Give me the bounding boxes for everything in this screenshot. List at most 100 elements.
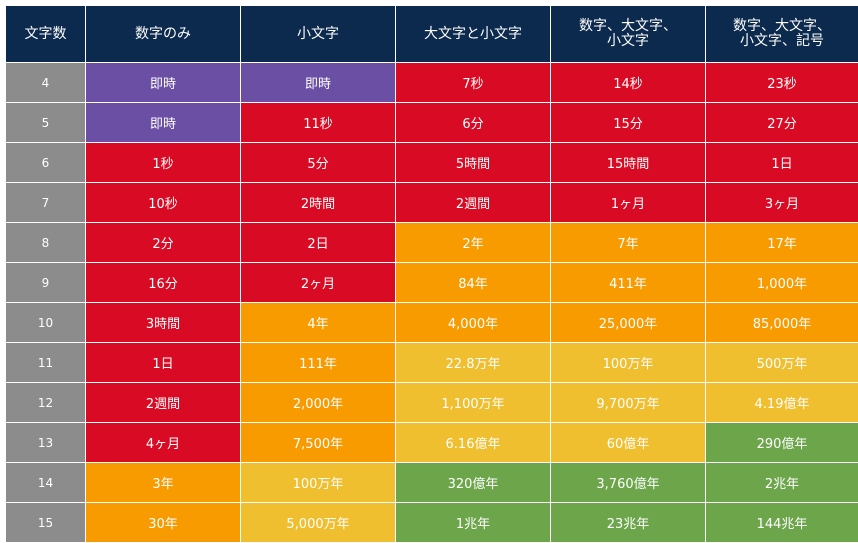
crack-time-cell: 411年 bbox=[550, 262, 706, 303]
crack-time-cell: 1,000年 bbox=[705, 262, 858, 303]
table-body: 4 即時 即時 7秒 14秒 23秒 5 即時 11秒 6分 15分 27分 6 1秒 5分 5時間 15時間 1… bbox=[5, 62, 858, 543]
crack-time-cell: 3,760億年 bbox=[550, 462, 706, 503]
column-header-charset-2: 小文字 bbox=[240, 5, 396, 63]
crack-time-cell: 即時 bbox=[85, 102, 241, 143]
crack-time-cell: 23兆年 bbox=[550, 502, 706, 543]
crack-time-cell: 16分 bbox=[85, 262, 241, 303]
crack-time-cell: 30年 bbox=[85, 502, 241, 543]
crack-time-cell: 6分 bbox=[395, 102, 551, 143]
table-row: 15 30年 5,000万年 1兆年 23兆年 144兆年 bbox=[5, 502, 858, 543]
crack-time-cell: 1日 bbox=[705, 142, 858, 183]
crack-time-cell: 4年 bbox=[240, 302, 396, 343]
character-count-cell: 13 bbox=[5, 422, 86, 463]
crack-time-cell: 100万年 bbox=[550, 342, 706, 383]
column-header-line: 小文字 bbox=[607, 33, 649, 49]
column-header-charset-1: 数字のみ bbox=[85, 5, 241, 63]
crack-time-cell: 即時 bbox=[240, 62, 396, 103]
crack-time-cell: 320億年 bbox=[395, 462, 551, 503]
crack-time-cell: 2年 bbox=[395, 222, 551, 263]
table-row: 11 1日 111年 22.8万年 100万年 500万年 bbox=[5, 342, 858, 383]
crack-time-cell: 85,000年 bbox=[705, 302, 858, 343]
character-count-cell: 11 bbox=[5, 342, 86, 383]
crack-time-cell: 10秒 bbox=[85, 182, 241, 223]
crack-time-cell: 4,000年 bbox=[395, 302, 551, 343]
crack-time-cell: 2兆年 bbox=[705, 462, 858, 503]
crack-time-cell: 3時間 bbox=[85, 302, 241, 343]
header-row: 文字数 数字のみ 小文字 大文字と小文字 数字、大文字、 小文字 数字、大文字、 小文字、記号 bbox=[5, 5, 858, 63]
column-header-line: 数字、大文字、 bbox=[733, 18, 831, 34]
crack-time-cell: 即時 bbox=[85, 62, 241, 103]
character-count-cell: 9 bbox=[5, 262, 86, 303]
crack-time-cell: 11秒 bbox=[240, 102, 396, 143]
crack-time-cell: 6.16億年 bbox=[395, 422, 551, 463]
crack-time-cell: 27分 bbox=[705, 102, 858, 143]
crack-time-cell: 144兆年 bbox=[705, 502, 858, 543]
table-row: 13 4ヶ月 7,500年 6.16億年 60億年 290億年 bbox=[5, 422, 858, 463]
crack-time-cell: 84年 bbox=[395, 262, 551, 303]
table-row: 9 16分 2ヶ月 84年 411年 1,000年 bbox=[5, 262, 858, 303]
crack-time-cell: 4.19億年 bbox=[705, 382, 858, 423]
password-crack-time-table: 文字数 数字のみ 小文字 大文字と小文字 数字、大文字、 小文字 数字、大文字、 小文字、記号… bbox=[5, 5, 858, 543]
crack-time-cell: 15時間 bbox=[550, 142, 706, 183]
crack-time-cell: 17年 bbox=[705, 222, 858, 263]
crack-time-cell: 1日 bbox=[85, 342, 241, 383]
crack-time-cell: 5分 bbox=[240, 142, 396, 183]
character-count-cell: 12 bbox=[5, 382, 86, 423]
crack-time-cell: 100万年 bbox=[240, 462, 396, 503]
character-count-cell: 4 bbox=[5, 62, 86, 103]
column-header-line: 文字数 bbox=[24, 25, 67, 42]
character-count-cell: 10 bbox=[5, 302, 86, 343]
column-header-line: 数字、大文字、 bbox=[579, 18, 677, 34]
table-row: 7 10秒 2時間 2週間 1ヶ月 3ヶ月 bbox=[5, 182, 858, 223]
character-count-cell: 8 bbox=[5, 222, 86, 263]
table-row: 12 2週間 2,000年 1,100万年 9,700万年 4.19億年 bbox=[5, 382, 858, 423]
crack-time-cell: 5時間 bbox=[395, 142, 551, 183]
crack-time-cell: 9,700万年 bbox=[550, 382, 706, 423]
column-header-charset-5: 数字、大文字、 小文字、記号 bbox=[705, 5, 858, 63]
column-header-charset-4: 数字、大文字、 小文字 bbox=[550, 5, 706, 63]
crack-time-cell: 7秒 bbox=[395, 62, 551, 103]
column-header-line: 数字のみ bbox=[135, 25, 191, 42]
crack-time-cell: 7年 bbox=[550, 222, 706, 263]
crack-time-cell: 290億年 bbox=[705, 422, 858, 463]
crack-time-cell: 500万年 bbox=[705, 342, 858, 383]
character-count-cell: 15 bbox=[5, 502, 86, 543]
crack-time-cell: 111年 bbox=[240, 342, 396, 383]
crack-time-cell: 15分 bbox=[550, 102, 706, 143]
crack-time-cell: 23秒 bbox=[705, 62, 858, 103]
crack-time-cell: 3年 bbox=[85, 462, 241, 503]
crack-time-cell: 5,000万年 bbox=[240, 502, 396, 543]
crack-time-cell: 60億年 bbox=[550, 422, 706, 463]
crack-time-cell: 7,500年 bbox=[240, 422, 396, 463]
crack-time-cell: 2,000年 bbox=[240, 382, 396, 423]
password-crack-time-table-wrapper: 文字数 数字のみ 小文字 大文字と小文字 数字、大文字、 小文字 数字、大文字、 小文字、記号… bbox=[5, 5, 858, 543]
crack-time-cell: 3ヶ月 bbox=[705, 182, 858, 223]
table-header: 文字数 数字のみ 小文字 大文字と小文字 数字、大文字、 小文字 数字、大文字、 小文字、記号 bbox=[5, 5, 858, 63]
crack-time-cell: 2ヶ月 bbox=[240, 262, 396, 303]
column-header-line: 小文字 bbox=[297, 25, 339, 42]
character-count-cell: 14 bbox=[5, 462, 86, 503]
crack-time-cell: 1兆年 bbox=[395, 502, 551, 543]
crack-time-cell: 2週間 bbox=[395, 182, 551, 223]
table-row: 6 1秒 5分 5時間 15時間 1日 bbox=[5, 142, 858, 183]
column-header-line: 大文字と小文字 bbox=[424, 25, 522, 42]
character-count-cell: 5 bbox=[5, 102, 86, 143]
character-count-cell: 6 bbox=[5, 142, 86, 183]
crack-time-cell: 1秒 bbox=[85, 142, 241, 183]
table-row: 5 即時 11秒 6分 15分 27分 bbox=[5, 102, 858, 143]
crack-time-cell: 22.8万年 bbox=[395, 342, 551, 383]
crack-time-cell: 2日 bbox=[240, 222, 396, 263]
column-header-charset-3: 大文字と小文字 bbox=[395, 5, 551, 63]
crack-time-cell: 1,100万年 bbox=[395, 382, 551, 423]
crack-time-cell: 2時間 bbox=[240, 182, 396, 223]
table-row: 4 即時 即時 7秒 14秒 23秒 bbox=[5, 62, 858, 103]
crack-time-cell: 14秒 bbox=[550, 62, 706, 103]
table-row: 8 2分 2日 2年 7年 17年 bbox=[5, 222, 858, 263]
table-row: 14 3年 100万年 320億年 3,760億年 2兆年 bbox=[5, 462, 858, 503]
column-header-line: 小文字、記号 bbox=[740, 33, 824, 49]
crack-time-cell: 25,000年 bbox=[550, 302, 706, 343]
table-row: 10 3時間 4年 4,000年 25,000年 85,000年 bbox=[5, 302, 858, 343]
crack-time-cell: 2分 bbox=[85, 222, 241, 263]
column-header-length: 文字数 bbox=[5, 5, 86, 63]
crack-time-cell: 1ヶ月 bbox=[550, 182, 706, 223]
